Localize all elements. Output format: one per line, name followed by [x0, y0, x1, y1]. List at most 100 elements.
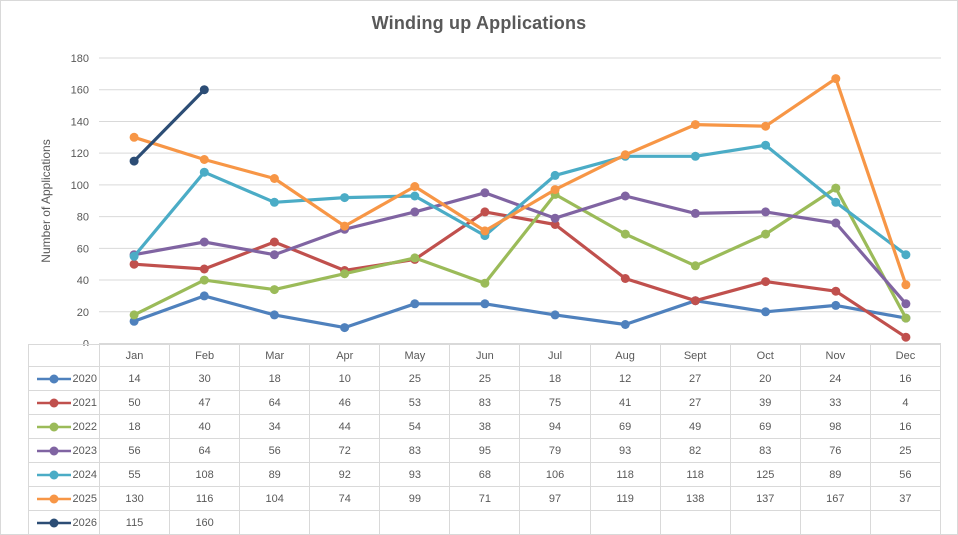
value-cell: 25: [379, 366, 451, 391]
data-point-marker: [761, 140, 771, 150]
value-cell: 39: [729, 390, 801, 415]
data-point-marker: [410, 182, 420, 191]
value-cell: 49: [659, 414, 731, 439]
value-cell: 160: [169, 510, 241, 534]
data-point-marker: [129, 251, 139, 261]
value-cell: 83: [449, 390, 521, 415]
data-point-marker: [901, 280, 911, 290]
value-cell: 98: [799, 414, 871, 439]
value-cell: [869, 510, 942, 534]
legend-key-icon: [36, 422, 71, 431]
data-point-marker: [690, 296, 700, 306]
data-point-marker: [269, 197, 279, 207]
value-cell: 82: [659, 438, 731, 463]
value-cell: 97: [519, 486, 591, 511]
month-header: May: [379, 344, 451, 367]
value-cell: [659, 510, 731, 534]
table-row-2026: 2026 115 160: [28, 510, 942, 534]
value-cell: [729, 510, 801, 534]
table-row-2024: 2024 55 108 89 92 93 68 106 118 118 125 89 56: [28, 462, 942, 487]
value-cell: 71: [449, 486, 521, 511]
data-point-marker: [269, 285, 279, 295]
value-cell: 83: [379, 438, 451, 463]
legend-key-icon: [36, 374, 71, 383]
data-point-marker: [761, 207, 771, 217]
value-cell: 10: [309, 366, 381, 391]
value-cell: 99: [379, 486, 451, 511]
value-cell: 69: [729, 414, 801, 439]
data-point-marker: [340, 269, 350, 279]
value-cell: [379, 510, 451, 534]
data-point-marker: [199, 167, 209, 177]
data-point-marker: [550, 185, 560, 195]
data-point-marker: [550, 213, 560, 223]
y-tick-label: 160: [71, 85, 89, 97]
value-cell: 18: [239, 366, 311, 391]
value-cell: 104: [239, 486, 311, 511]
value-cell: 27: [659, 366, 731, 391]
value-cell: 4: [869, 390, 942, 415]
series-year-label: 2023: [72, 444, 97, 457]
value-cell: 27: [659, 390, 731, 415]
legend-key-icon: [36, 494, 71, 503]
value-cell: 47: [169, 390, 241, 415]
data-point-marker: [129, 132, 139, 142]
y-tick-label: 40: [77, 275, 89, 287]
data-point-marker: [269, 237, 279, 247]
data-point-marker: [620, 150, 630, 160]
value-cell: 89: [239, 462, 311, 487]
data-point-marker: [761, 277, 771, 287]
value-cell: 16: [869, 414, 942, 439]
data-point-marker: [901, 299, 911, 309]
value-cell: 68: [449, 462, 521, 487]
data-point-marker: [129, 156, 139, 166]
value-cell: 64: [239, 390, 311, 415]
series-year-label: 2022: [72, 420, 97, 433]
data-point-marker: [901, 332, 911, 342]
value-cell: [309, 510, 381, 534]
data-point-marker: [480, 188, 490, 198]
value-cell: 30: [169, 366, 241, 391]
data-point-marker: [620, 191, 630, 201]
series-legend-2024: 2024: [28, 462, 100, 487]
value-cell: 25: [449, 366, 521, 391]
data-point-marker: [340, 221, 350, 231]
series-line-2022: [132, 186, 908, 320]
data-point-marker: [269, 310, 279, 320]
value-cell: 118: [589, 462, 661, 487]
value-cell: 89: [799, 462, 871, 487]
value-cell: 34: [239, 414, 311, 439]
data-point-marker: [831, 74, 841, 84]
month-header: Jul: [519, 344, 591, 367]
value-cell: 93: [379, 462, 451, 487]
value-cell: [519, 510, 591, 534]
value-cell: 56: [869, 462, 942, 487]
data-point-marker: [620, 229, 630, 239]
table-row-2020: 2020 14 30 18 10 25 25 18 12 27 20 24 16: [28, 366, 942, 391]
chart-title: Winding up Applications: [371, 13, 587, 33]
legend-key-icon: [36, 518, 71, 527]
data-point-marker: [199, 291, 209, 301]
data-point-marker: [690, 208, 700, 218]
month-header: Mar: [239, 344, 311, 367]
value-cell: 37: [869, 486, 942, 511]
series-legend-2021: 2021: [28, 390, 100, 415]
value-cell: 50: [98, 390, 171, 415]
series-year-label: 2021: [72, 396, 97, 409]
y-tick-labels: 0 20 40 60 80 100 120 140 160 180: [71, 53, 89, 346]
table-row-2023: 2023 56 64 56 72 83 95 79 93 82 83 76 25: [28, 438, 942, 463]
series-lines: [129, 74, 911, 342]
month-header: Apr: [309, 344, 381, 367]
month-header: Sept: [659, 344, 731, 367]
y-tick-label: 180: [71, 53, 89, 65]
data-point-marker: [410, 191, 420, 201]
y-tick-label: 0: [83, 339, 89, 347]
data-point-marker: [550, 310, 560, 320]
data-point-marker: [480, 299, 490, 309]
value-cell: 94: [519, 414, 591, 439]
data-point-marker: [831, 286, 841, 296]
value-cell: 14: [98, 366, 171, 391]
data-point-marker: [410, 299, 420, 309]
data-table: Jan Feb Mar Apr May Jun Jul Aug Sept Oct Nov Dec 202…: [28, 344, 942, 534]
